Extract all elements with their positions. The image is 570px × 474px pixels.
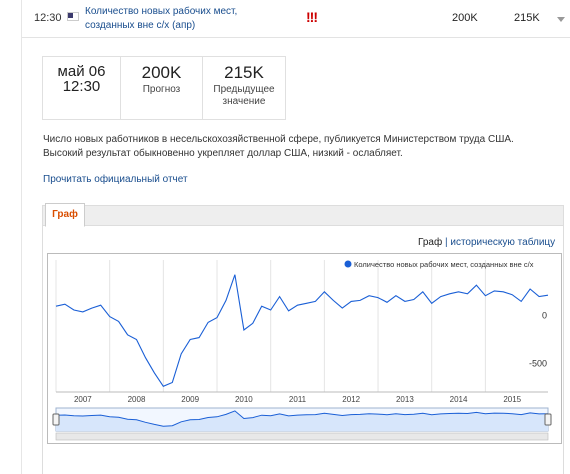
release-time: 12:30: [62, 78, 101, 95]
x-tick-label: 2011: [289, 395, 307, 404]
legend-marker: [344, 260, 352, 268]
chevron-down-icon[interactable]: [557, 17, 565, 22]
tab-graph[interactable]: Граф: [45, 203, 85, 227]
event-previous: 215K: [514, 12, 540, 24]
navigator-handle-right[interactable]: [544, 413, 552, 426]
left-divider: [21, 0, 22, 474]
x-tick-label: 2015: [503, 395, 521, 404]
event-time: 12:30: [34, 12, 62, 24]
importance-indicator: !!!: [306, 9, 318, 25]
series-line: [55, 274, 549, 387]
forecast-stat: 200K Прогноз: [121, 57, 203, 119]
release-date: май 06: [57, 63, 106, 80]
stats-box: май 06 12:30 200K Прогноз 215K Предыдуще…: [42, 56, 286, 120]
graph-view-link[interactable]: Граф: [418, 237, 443, 248]
x-tick-label: 2008: [128, 395, 146, 404]
event-title[interactable]: Количество новых рабочих мест, созданных…: [85, 6, 238, 31]
previous-label-line2: значение: [222, 96, 266, 107]
navigator-handle-left[interactable]: [52, 413, 60, 426]
x-tick-label: 2014: [450, 395, 468, 404]
event-row[interactable]: 12:30 Количество новых рабочих мест, соз…: [22, 0, 570, 38]
y-tick-label: -500: [529, 358, 547, 368]
x-tick-label: 2010: [235, 395, 253, 404]
us-flag-icon: [67, 12, 79, 21]
view-switcher: Граф | историческую таблицу: [418, 237, 555, 248]
line-chart[interactable]: 2007200720082008200920092010201020112011…: [48, 254, 561, 443]
history-table-link[interactable]: историческую таблицу: [450, 237, 556, 248]
release-datetime: май 06 12:30: [43, 57, 121, 119]
x-tick-label: 2007: [74, 395, 92, 404]
x-tick-label: 2013: [396, 395, 414, 404]
previous-label-line1: Предыдущее: [213, 84, 275, 95]
previous-value: 215K: [224, 63, 264, 82]
forecast-label: Прогноз: [142, 84, 181, 95]
chart-panel: [42, 225, 564, 474]
navigator-scrollbar[interactable]: [55, 432, 549, 441]
x-tick-label: 2009: [181, 395, 199, 404]
event-description: Число новых работников в несельскохозяйс…: [43, 134, 514, 159]
previous-stat: 215K Предыдущее значение: [203, 57, 285, 119]
official-report-link[interactable]: Прочитать официальный отчет: [43, 174, 188, 185]
y-tick-label: 0: [542, 311, 547, 321]
legend-label: Количество новых рабочих мест, созданных…: [354, 260, 534, 269]
chart-container: 2007200720082008200920092010201020112011…: [47, 253, 562, 444]
event-forecast: 200K: [452, 12, 478, 24]
x-tick-label: 2012: [342, 395, 360, 404]
view-separator: |: [442, 237, 451, 248]
tab-strip: [42, 205, 564, 225]
navigator-line: [55, 410, 549, 427]
forecast-value: 200K: [141, 63, 182, 82]
navigator-area: [56, 410, 548, 431]
